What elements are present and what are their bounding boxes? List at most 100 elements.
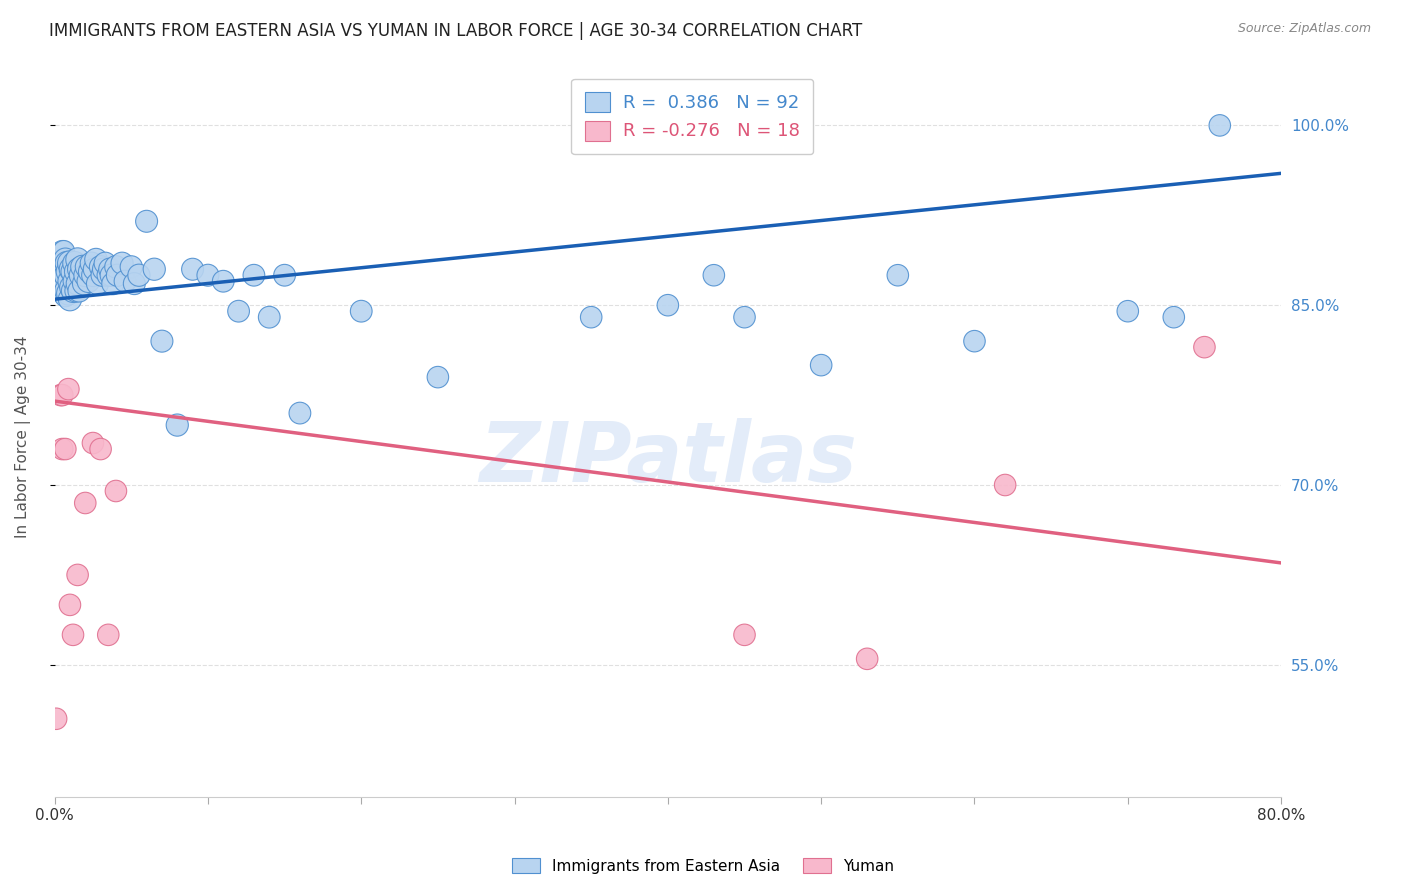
Point — [48, 274, 70, 288]
Point — [59, 256, 82, 270]
Text: Source: ZipAtlas.com: Source: ZipAtlas.com — [1237, 22, 1371, 36]
Point — [288, 406, 311, 420]
Point — [59, 598, 82, 612]
Point — [63, 274, 86, 288]
Point — [69, 268, 91, 283]
Point — [70, 260, 93, 274]
Legend: Immigrants from Eastern Asia, Yuman: Immigrants from Eastern Asia, Yuman — [506, 852, 900, 880]
Point — [98, 262, 121, 277]
Point — [56, 256, 79, 270]
Point — [150, 334, 173, 348]
Point — [1163, 310, 1185, 325]
Point — [994, 478, 1017, 492]
Point — [65, 265, 87, 279]
Point — [75, 496, 97, 510]
Point — [93, 262, 115, 277]
Point — [48, 244, 70, 259]
Point — [350, 304, 373, 318]
Point — [59, 274, 82, 288]
Point — [657, 298, 679, 312]
Point — [49, 268, 72, 283]
Point — [52, 260, 75, 274]
Point — [51, 388, 73, 402]
Text: ZIPatlas: ZIPatlas — [479, 418, 856, 500]
Point — [94, 256, 117, 270]
Point — [67, 284, 90, 298]
Point — [52, 286, 75, 301]
Point — [52, 274, 75, 288]
Point — [53, 265, 76, 279]
Point — [111, 256, 134, 270]
Point — [53, 442, 76, 456]
Point — [963, 334, 986, 348]
Point — [104, 260, 127, 274]
Point — [104, 483, 127, 498]
Point — [45, 712, 67, 726]
Point — [84, 252, 107, 267]
Point — [887, 268, 910, 283]
Point — [86, 277, 108, 291]
Point — [62, 265, 84, 279]
Point — [82, 436, 104, 450]
Point — [45, 256, 67, 270]
Point — [97, 268, 120, 283]
Point — [56, 284, 79, 298]
Point — [67, 262, 90, 277]
Point — [48, 262, 70, 277]
Point — [426, 370, 449, 384]
Point — [107, 268, 129, 283]
Point — [128, 268, 150, 283]
Point — [810, 358, 832, 372]
Point — [51, 256, 73, 270]
Point — [1194, 340, 1216, 354]
Point — [120, 260, 142, 274]
Point — [1116, 304, 1139, 318]
Point — [703, 268, 725, 283]
Point — [66, 252, 89, 267]
Point — [79, 265, 101, 279]
Point — [60, 280, 83, 294]
Point — [76, 260, 98, 274]
Point — [73, 277, 96, 291]
Point — [62, 284, 84, 298]
Point — [77, 274, 100, 288]
Point — [66, 277, 89, 291]
Point — [52, 244, 75, 259]
Point — [62, 628, 84, 642]
Point — [100, 268, 122, 283]
Point — [166, 418, 188, 433]
Point — [90, 442, 112, 456]
Point — [58, 265, 80, 279]
Point — [143, 262, 166, 277]
Point — [46, 250, 69, 264]
Point — [49, 252, 72, 267]
Point — [135, 214, 157, 228]
Point — [51, 244, 73, 259]
Point — [243, 268, 266, 283]
Point — [65, 284, 87, 298]
Point — [856, 652, 879, 666]
Point — [58, 286, 80, 301]
Point — [53, 252, 76, 267]
Point — [90, 260, 112, 274]
Legend: R =  0.386   N = 92, R = -0.276   N = 18: R = 0.386 N = 92, R = -0.276 N = 18 — [571, 78, 813, 154]
Point — [82, 268, 104, 283]
Point — [83, 262, 105, 277]
Point — [66, 568, 89, 582]
Point — [63, 256, 86, 270]
Text: IMMIGRANTS FROM EASTERN ASIA VS YUMAN IN LABOR FORCE | AGE 30-34 CORRELATION CHA: IMMIGRANTS FROM EASTERN ASIA VS YUMAN IN… — [49, 22, 862, 40]
Point — [228, 304, 250, 318]
Point — [60, 262, 83, 277]
Point — [51, 265, 73, 279]
Point — [101, 277, 124, 291]
Point — [114, 274, 136, 288]
Point — [212, 274, 235, 288]
Point — [734, 628, 756, 642]
Point — [46, 268, 69, 283]
Point — [58, 382, 80, 396]
Point — [51, 442, 73, 456]
Point — [75, 268, 97, 283]
Point — [80, 256, 103, 270]
Point — [91, 268, 114, 283]
Point — [197, 268, 219, 283]
